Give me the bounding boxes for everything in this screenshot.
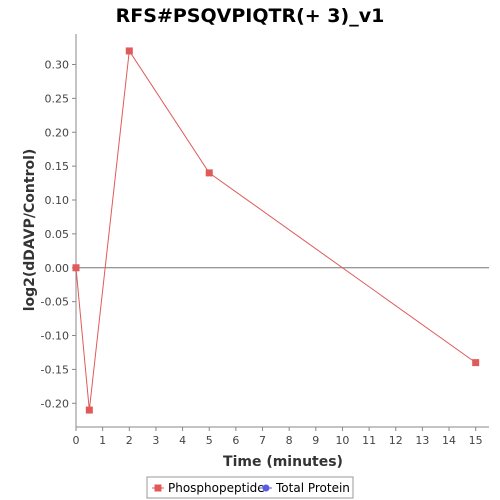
x-tick-label: 14	[442, 434, 456, 447]
y-tick-label: -0.20	[41, 397, 69, 410]
x-axis-ticks: 0 1 2 3 4 5 6 7 8 9 10 11 12 13 14 15	[73, 427, 483, 447]
chart-title: RFS#PSQVPIQTR(+ 3)_v1	[116, 5, 385, 27]
x-tick-label: 11	[362, 434, 376, 447]
data-point	[125, 47, 133, 55]
y-axis-label: log2(dDAVP/Control)	[22, 149, 38, 312]
x-tick-label: 13	[415, 434, 429, 447]
x-tick-label: 4	[179, 434, 186, 447]
y-tick-label: 0.15	[45, 160, 70, 173]
x-tick-label: 6	[232, 434, 239, 447]
legend-entry-label: Total Protein	[275, 481, 350, 495]
x-tick-label: 10	[335, 434, 349, 447]
legend: Phosphopeptide Total Protein	[146, 476, 354, 499]
legend-square-icon	[154, 484, 162, 492]
plot-area	[76, 34, 489, 427]
x-tick-label: 1	[99, 434, 106, 447]
x-tick-label: 15	[469, 434, 483, 447]
y-tick-label: 0.05	[45, 228, 70, 241]
data-point	[472, 359, 480, 367]
x-tick-label: 8	[286, 434, 293, 447]
x-axis-label: Time (minutes)	[223, 454, 343, 470]
x-tick-label: 7	[259, 434, 266, 447]
legend-circle-icon	[262, 484, 270, 492]
data-point	[85, 406, 93, 414]
x-tick-label: 5	[206, 434, 213, 447]
y-axis-ticks: -0.20 -0.15 -0.10 -0.05 0.00 0.05 0.10 0.15 0.20…	[41, 58, 76, 410]
y-tick-label: 0.20	[45, 126, 70, 139]
y-tick-label: 0.10	[45, 194, 70, 207]
y-tick-label: 0.30	[45, 58, 70, 71]
legend-box	[146, 476, 354, 499]
y-tick-label: 0.25	[45, 92, 70, 105]
legend-entry-label: Phosphopeptide	[168, 481, 265, 495]
x-tick-label: 3	[152, 434, 159, 447]
x-tick-label: 12	[389, 434, 403, 447]
y-tick-label: -0.10	[41, 330, 69, 343]
series-layer	[72, 47, 480, 414]
y-tick-label: -0.15	[41, 363, 69, 376]
x-tick-label: 0	[73, 434, 80, 447]
y-tick-label: -0.05	[41, 296, 69, 309]
x-tick-label: 9	[312, 434, 319, 447]
data-point	[205, 169, 213, 177]
y-tick-label: 0.00	[45, 262, 70, 275]
x-tick-label: 2	[126, 434, 133, 447]
data-point	[72, 264, 80, 272]
